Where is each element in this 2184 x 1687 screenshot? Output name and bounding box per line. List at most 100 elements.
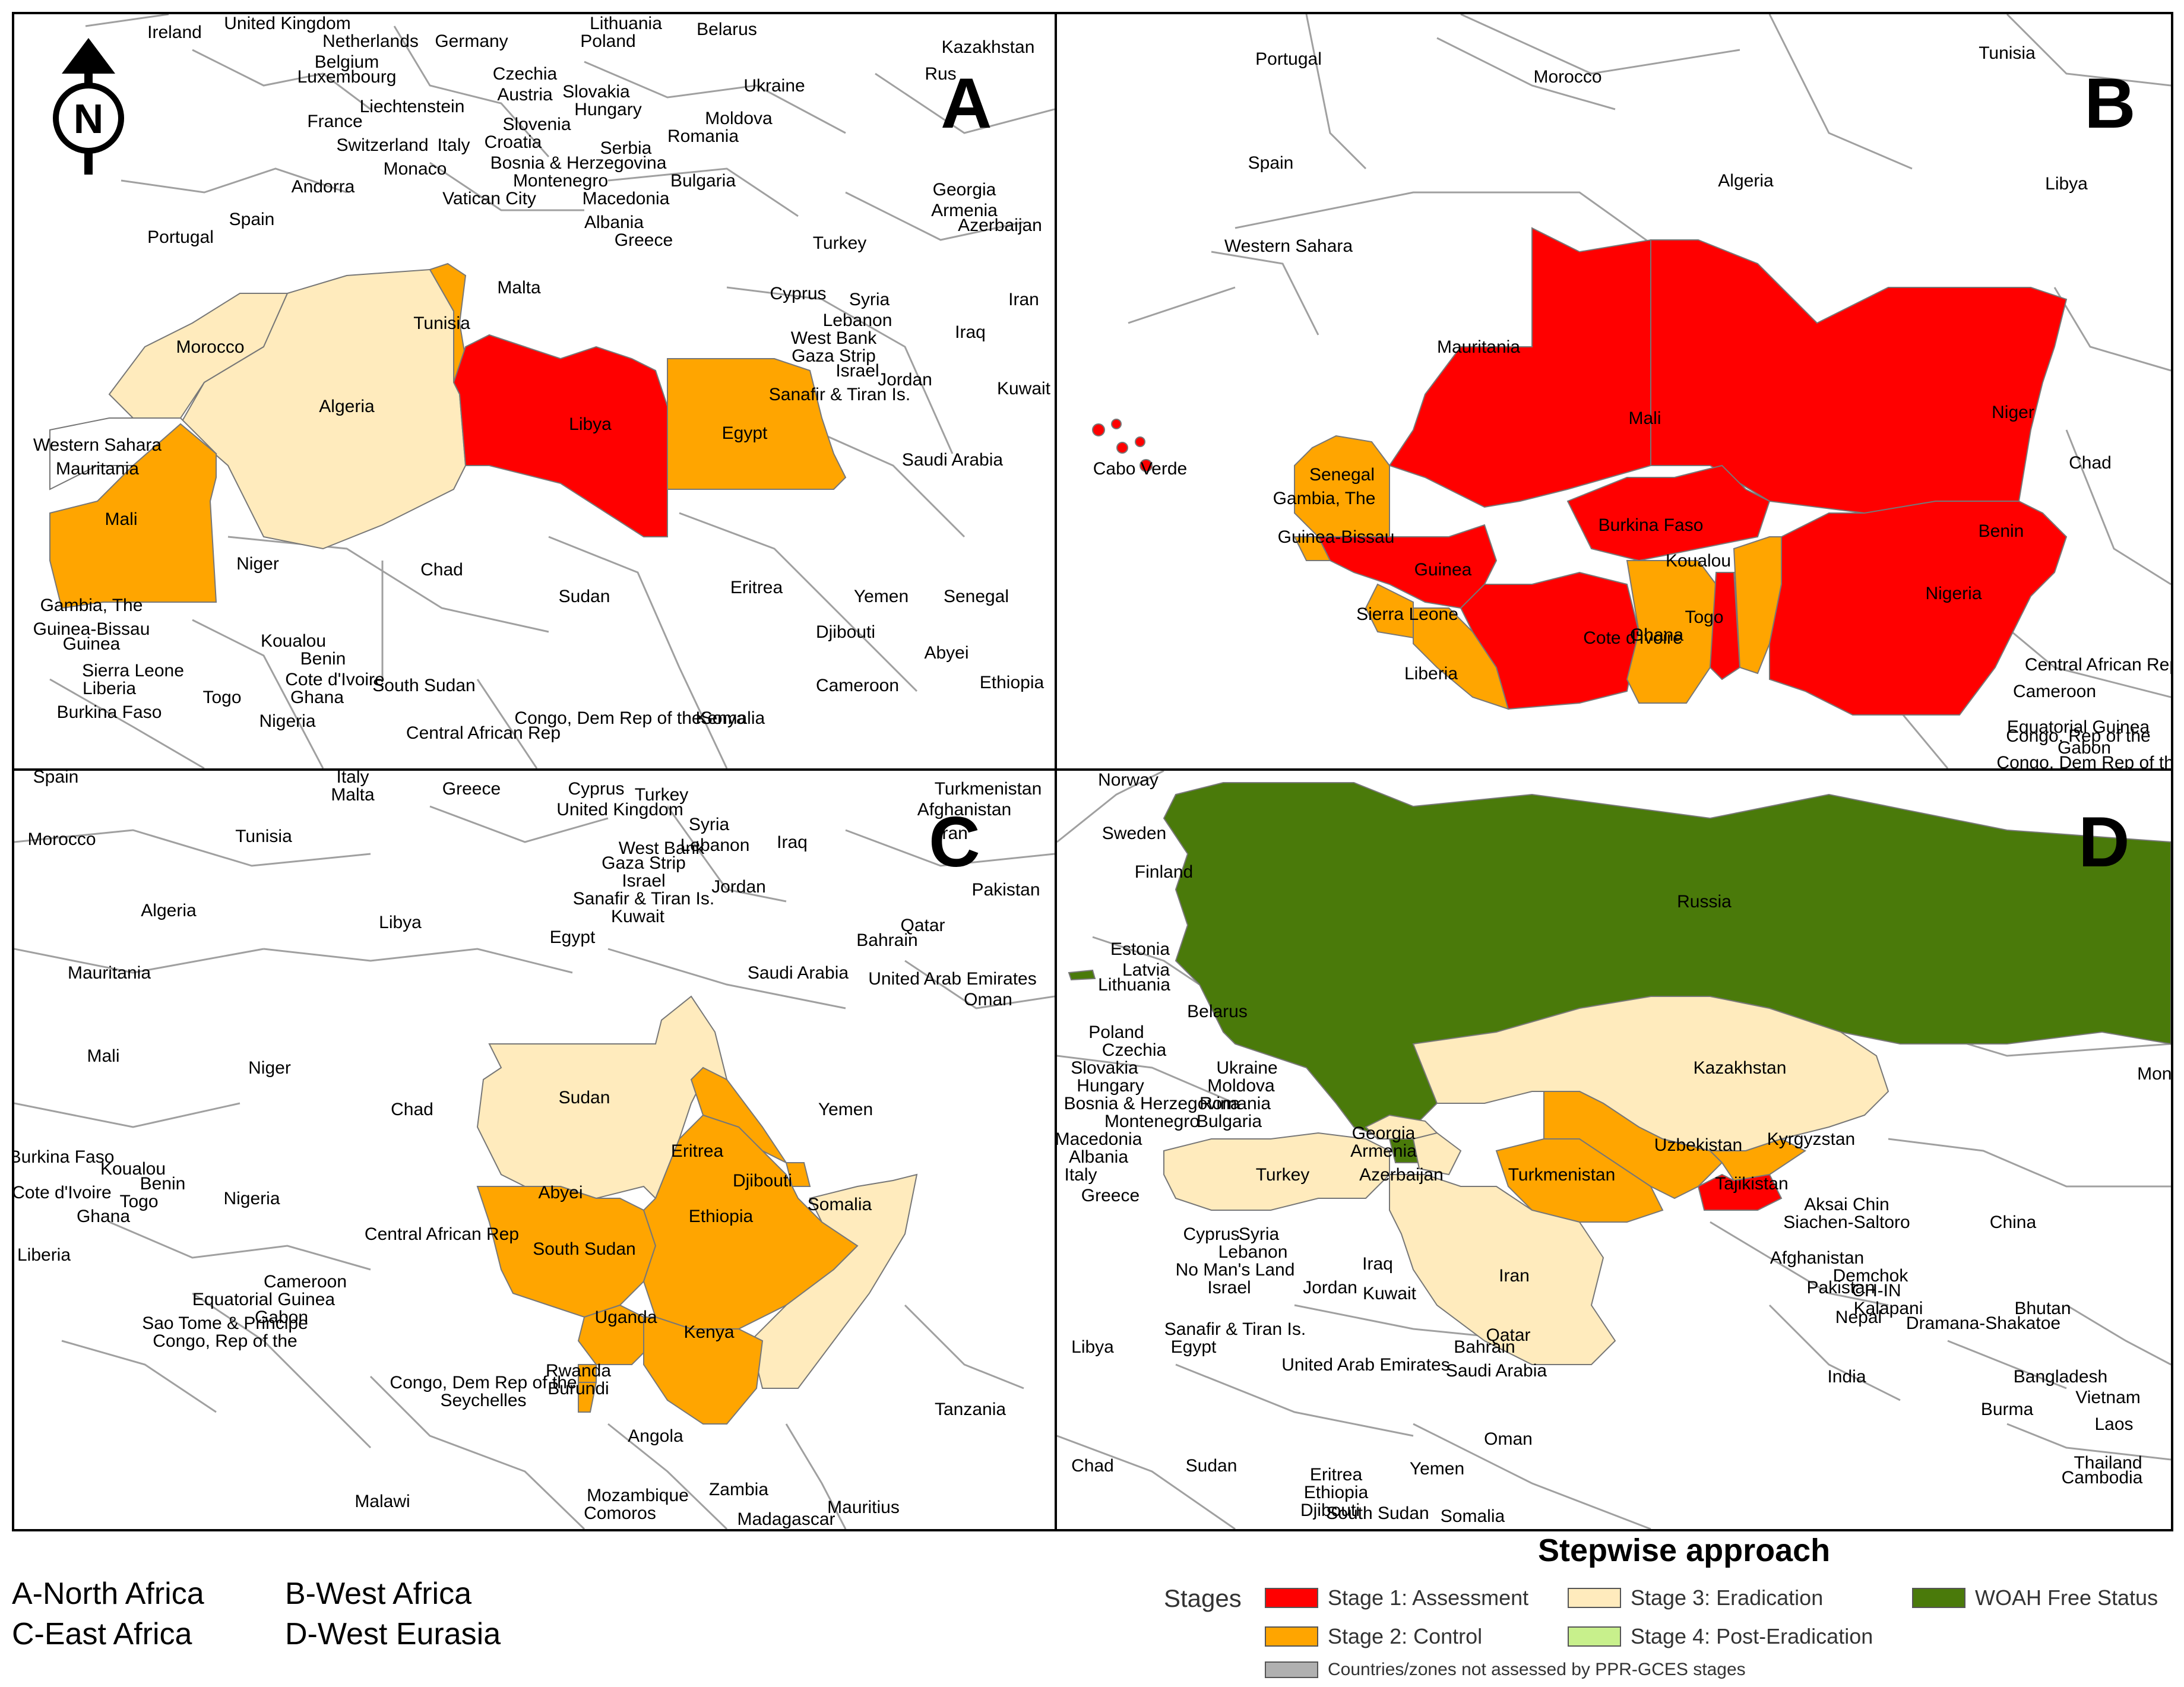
country-label: Gambia, The [1273,489,1376,508]
country-label: Aksai Chin [1804,1195,1889,1214]
country-label: Eritrea [1310,1465,1363,1485]
region-key: A-North Africa B-West Africa C-East Afri… [12,1574,606,1657]
country-label: Saudi Arabia [1446,1361,1547,1381]
country-label: Abyei [924,643,968,663]
panel-a-north-africa: Ireland United Kingdom Netherlands Germany B… [12,12,1057,771]
country-label: Liberia [83,679,136,698]
country-label: Andorra [292,177,355,197]
country-label: Kuwait [1363,1284,1417,1303]
country-label: Iraq [777,833,808,852]
country-label: Turkey [813,233,867,253]
legend-label-not-assessed: Countries/zones not assessed by PPR-GCES… [1328,1660,1746,1679]
country-label: Bulgaria [670,171,736,191]
country-label: Benin [1979,521,2024,541]
panel-a-letter: A [941,64,992,143]
country-label: Syria [849,290,890,309]
country-label: Koualou [100,1159,166,1179]
country-mali [1388,227,1651,508]
country-egypt [667,358,847,490]
legend-item-stage2: Stage 2: Control [1265,1624,1482,1649]
country-label: Niger [236,554,279,574]
country-label: Western Sahara [1224,236,1353,256]
country-label: Armenia [1350,1141,1417,1161]
country-label: Cote d'Ivoire [14,1183,112,1202]
country-label: Rwanda [546,1361,611,1381]
country-label: Liberia [17,1245,71,1265]
country-label: Congo, Rep of the [153,1331,297,1351]
country-label: Burma [1981,1400,2034,1419]
country-label: Bosnia & Herzegovina [490,153,667,173]
country-label: Rus [925,64,956,84]
legend-stages-label: Stages [1164,1584,1242,1612]
country-label: United Arab Emirates [868,969,1036,989]
country-label: France [307,112,362,131]
country-label: Togo [119,1192,158,1211]
north-arrow: N [50,38,127,175]
country-label: Eritrea [730,578,783,597]
country-label: Norway [1098,771,1159,790]
legend-swatch-stage3 [1568,1588,1621,1608]
country-label: Greece [615,230,673,250]
country-label: Sanafir & Tiran Is. [1164,1319,1306,1339]
legend-item-not-assessed: Countries/zones not assessed by PPR-GCES… [1265,1660,1746,1680]
country-label: Ethiopia [1304,1483,1369,1502]
country-label: Bahrain [856,930,917,950]
country-tunisia [429,262,467,383]
country-label: Gabon [255,1308,308,1327]
country-label: Equatorial Guinea [2007,717,2150,737]
panel-b-letter: B [2084,64,2136,143]
country-kyrgyzstan [1708,1138,1806,1182]
country-label: Jordan [1303,1278,1357,1297]
country-label: Bhutan [2014,1299,2071,1318]
country-label: Egypt [550,928,596,947]
country-burkina-faso [1566,464,1771,562]
country-label: Demchok [1833,1266,1909,1286]
country-label: Israel [835,361,879,381]
legend-item-woah-free: WOAH Free Status [1912,1585,2158,1610]
country-label: Libya [1071,1337,1114,1357]
country-label: Laos [2094,1414,2133,1434]
country-label: West Bank [791,328,878,348]
country-label: Tunisia [413,314,470,333]
country-label: Italy [437,135,470,155]
panel-c-letter: C [929,802,980,882]
country-label: Koualou [261,631,326,651]
country-label: Greece [1081,1186,1140,1205]
country-label: Congo, Rep of the [2006,726,2151,746]
country-label: Croatia [485,132,542,152]
country-label: Israel [622,871,665,891]
country-label: Latvia [1122,960,1170,980]
country-label: Nepal [1835,1308,1882,1327]
country-turkey [1163,1132,1390,1211]
country-label: Vatican City [442,189,536,208]
country-label: Kazakhstan [942,37,1035,57]
legend-item-stage4: Stage 4: Post-Eradication [1568,1624,1873,1649]
country-label: Burundi [547,1379,609,1398]
country-label: Ireland [147,23,202,42]
country-label: Togo [1685,607,1723,627]
country-label: South Sudan [1326,1504,1429,1523]
country-label: Egypt [722,423,768,443]
panel-b-west-africa: Portugal Morocco Tunisia Spain Algeria Libya W… [1055,12,2173,771]
country-label: Montenegro [513,171,608,191]
country-label: Georgia [1352,1123,1416,1143]
country-label: Turkey [1256,1165,1310,1185]
country-label: Morocco [1533,67,1601,87]
country-label: Moldova [705,109,773,128]
country-label: Chad [420,560,463,580]
country-label: Nigeria [1925,584,1982,603]
north-arrow-icon: N [53,38,124,175]
country-label: Syria [689,815,730,834]
country-label: Chad [1071,1456,1114,1476]
country-label: Thailand [2074,1453,2142,1473]
country-label: Oman [964,990,1012,1009]
country-label: Hungary [1077,1076,1144,1096]
country-label: Sudan [559,587,610,606]
country-label: Central African Rep [365,1224,519,1244]
country-label: Sierra Leone [82,661,184,681]
country-label: Belarus [697,20,757,39]
country-label: Cameroon [264,1272,347,1292]
country-label: Montenegro [1104,1112,1199,1131]
country-label: Siachen-Saltoro [1783,1213,1910,1232]
legend-title: Stepwise approach [1538,1533,1831,1568]
